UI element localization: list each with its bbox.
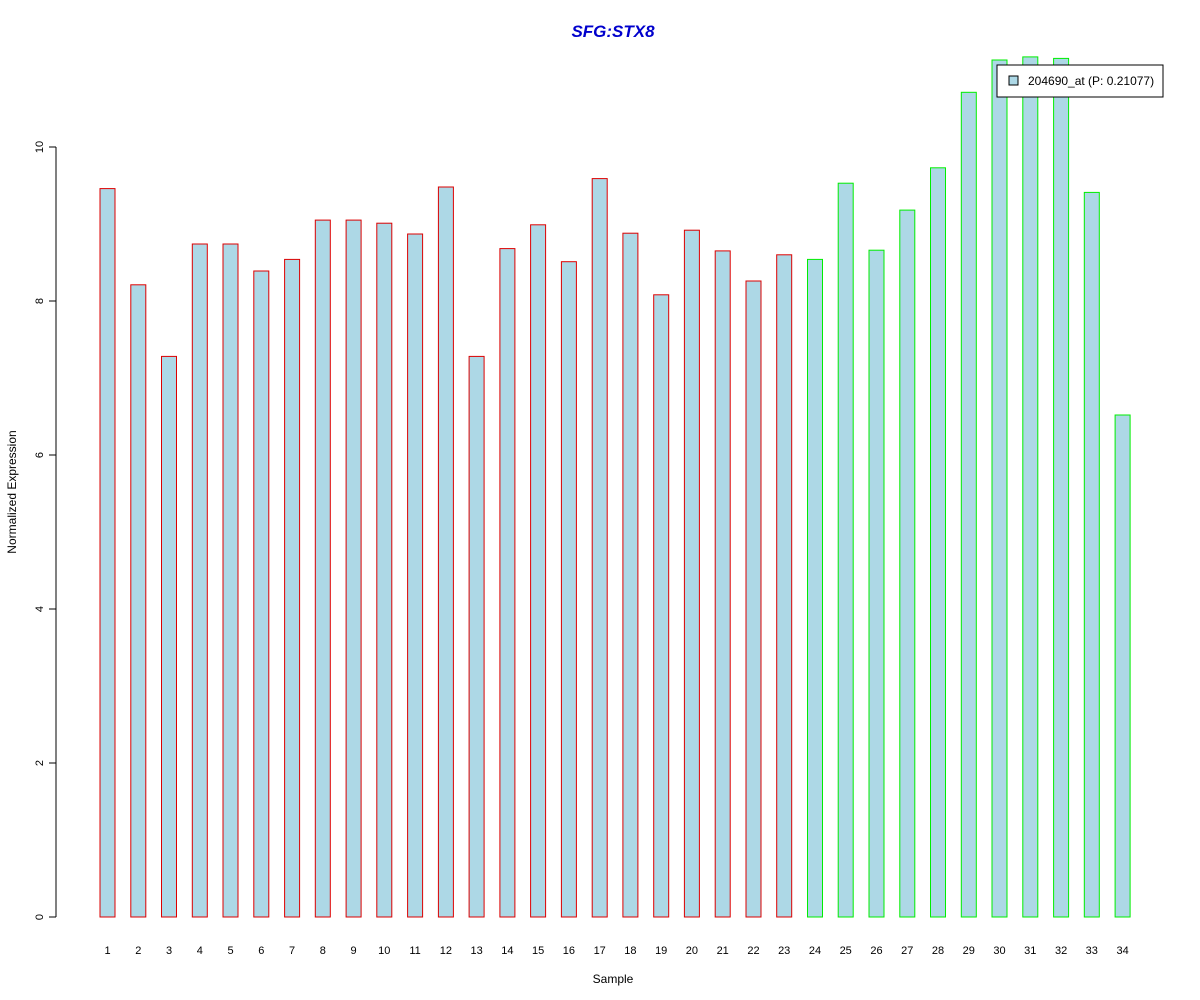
- bars: [99, 56, 1131, 918]
- bar: [1114, 414, 1131, 918]
- bar: [284, 258, 301, 918]
- y-tick-label: 6: [34, 452, 46, 458]
- x-tick-label: 26: [870, 945, 882, 957]
- x-tick-label: 15: [532, 945, 544, 957]
- legend-label: 204690_at (P: 0.21077): [1028, 74, 1154, 88]
- x-tick-label: 24: [809, 945, 821, 957]
- x-tick-label: 17: [594, 945, 606, 957]
- bar: [714, 250, 731, 918]
- bar: [437, 186, 454, 918]
- x-tick-label: 11: [409, 945, 420, 957]
- x-tick-label: 13: [470, 945, 482, 957]
- x-tick-labels: 1 2 3 4 5 6 7 8 9 10 11 12 13 14 15 16 17 18 19 20 21 22 23 24 2…: [104, 945, 1128, 957]
- x-tick-label: 27: [901, 945, 913, 957]
- bar: [776, 254, 793, 918]
- bar: [560, 261, 577, 918]
- bar: [683, 229, 700, 918]
- bar: [499, 248, 516, 918]
- bar: [899, 209, 916, 918]
- bar: [960, 91, 977, 918]
- bar: [868, 249, 885, 918]
- chart-title: SFG:STX8: [571, 22, 655, 41]
- y-tick-label: 0: [34, 914, 46, 920]
- x-tick-label: 22: [747, 945, 759, 957]
- bar: [468, 355, 485, 918]
- x-tick-label: 3: [166, 945, 172, 957]
- bar: [99, 188, 116, 918]
- bar: [161, 355, 177, 918]
- x-tick-label: 21: [717, 945, 729, 957]
- y-tick-label: 8: [34, 298, 46, 304]
- x-tick-label: 30: [993, 945, 1005, 957]
- x-tick-label: 28: [932, 945, 944, 957]
- x-tick-label: 16: [563, 945, 575, 957]
- x-tick-label: 25: [840, 945, 852, 957]
- bar: [1053, 57, 1070, 918]
- bar: [837, 182, 854, 918]
- bar: [807, 258, 823, 918]
- bar: [530, 224, 547, 918]
- y-axis: 0 2 4 6 8 10: [34, 141, 57, 920]
- y-tick-label: 10: [34, 141, 46, 153]
- bar: [1083, 191, 1100, 918]
- legend-box: [996, 64, 1164, 98]
- bar: [253, 270, 270, 918]
- x-tick-label: 32: [1055, 945, 1067, 957]
- bar: [591, 178, 608, 918]
- bar: [345, 219, 362, 918]
- x-tick-label: 6: [258, 945, 264, 957]
- x-tick-label: 5: [227, 945, 233, 957]
- x-tick-label: 29: [963, 945, 975, 957]
- legend-swatch: [1008, 75, 1019, 86]
- x-tick-label: 33: [1086, 945, 1098, 957]
- x-tick-label: 10: [378, 945, 390, 957]
- y-axis-label: Normalized Expression: [5, 430, 19, 553]
- x-tick-label: 12: [440, 945, 452, 957]
- x-tick-label: 23: [778, 945, 790, 957]
- x-tick-label: 31: [1024, 945, 1036, 957]
- legend: 204690_at (P: 0.21077): [996, 64, 1164, 98]
- x-tick-label: 34: [1116, 945, 1128, 957]
- x-tick-label: 9: [351, 945, 357, 957]
- x-tick-label: 7: [289, 945, 295, 957]
- x-tick-label: 19: [655, 945, 667, 957]
- bar: [991, 59, 1008, 918]
- bar: [314, 219, 331, 918]
- bar: [1022, 56, 1039, 918]
- bar: [745, 280, 762, 918]
- x-tick-label: 4: [197, 945, 203, 957]
- bar: [653, 294, 670, 918]
- bar: [376, 222, 393, 918]
- bar: [222, 243, 239, 918]
- x-tick-label: 8: [320, 945, 326, 957]
- x-tick-label: 20: [686, 945, 698, 957]
- bar: [407, 233, 424, 918]
- x-tick-label: 14: [501, 945, 513, 957]
- bar: [130, 284, 147, 918]
- y-tick-label: 4: [34, 606, 46, 612]
- x-axis-label: Sample: [593, 972, 634, 986]
- bar: [930, 167, 946, 918]
- x-tick-label: 1: [104, 945, 110, 957]
- y-tick-label: 2: [34, 760, 46, 766]
- x-tick-label: 18: [624, 945, 636, 957]
- bar: [191, 243, 208, 918]
- x-tick-label: 2: [135, 945, 141, 957]
- bar: [622, 232, 639, 918]
